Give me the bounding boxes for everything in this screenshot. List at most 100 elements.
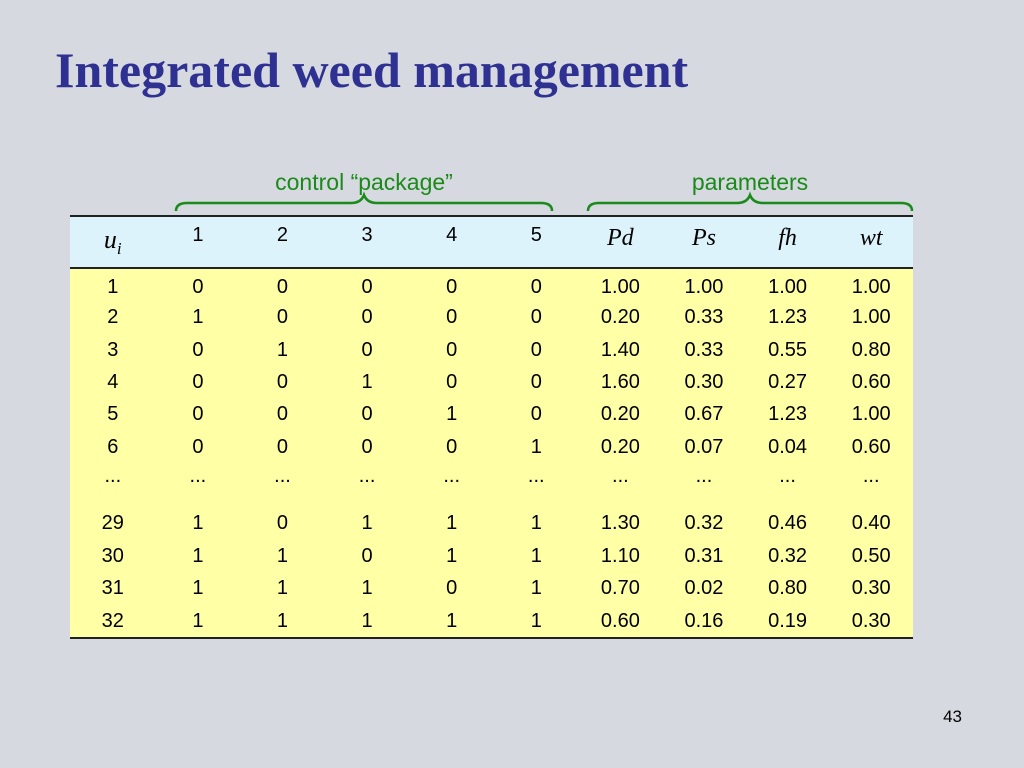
table-row: 1 0 0 0 0 0 1.00 1.00 1.00 1.00: [70, 268, 913, 301]
row-index-cell: ...: [104, 464, 122, 487]
row-index-cell: 32: [70, 604, 156, 640]
package-value-cell: 0: [276, 370, 289, 393]
header-package-column: 3: [324, 215, 410, 269]
package-value-cell: 0: [446, 306, 458, 329]
parameter-value-cell: 1.60: [600, 370, 640, 393]
index-symbol: u: [103, 225, 117, 254]
row-index-cell: 4: [107, 370, 119, 393]
parameter-value-cell: 0.27: [768, 370, 808, 393]
package-value-cell: ...: [358, 464, 376, 487]
package-value-cell: 0: [276, 512, 289, 535]
package-value-cell: 1: [530, 544, 542, 567]
parameter-value-cell: 0.46: [768, 512, 808, 535]
parameter-value-cell: 0.60: [851, 435, 891, 458]
package-value-cell: 0: [446, 276, 458, 298]
table-row: 31 1 1 1 0 1 0.70 0.02 0.80 0.30: [70, 571, 913, 605]
parameter-value-cell: 0.19: [745, 604, 830, 640]
header-row: ui 1 2 3 4 5 Pd Ps fh wt: [70, 215, 913, 269]
package-value-cell: 1: [361, 370, 373, 393]
parameter-value-cell: 0.04: [768, 435, 808, 458]
row-index-cell: 29: [101, 512, 124, 535]
parameter-value-cell: 1.23: [768, 306, 808, 329]
package-value-cell: 0: [446, 370, 458, 393]
package-value-cell: 1: [324, 604, 410, 640]
package-value-cell: 1: [530, 576, 542, 599]
table-row: 5 0 0 0 1 0 0.20 0.67 1.23 1.00: [70, 398, 913, 431]
header-package-column: 1: [155, 215, 241, 269]
package-value-cell: 0: [192, 276, 204, 298]
table-row: 2 1 0 0 0 0 0.20 0.33 1.23 1.00: [70, 301, 913, 334]
package-value-cell: 1: [276, 544, 289, 567]
package-value-cell: 1: [446, 512, 458, 535]
parameter-value-cell: 1.40: [600, 338, 640, 361]
package-value-cell: ...: [443, 464, 460, 487]
parameter-value-cell: 0.07: [684, 435, 724, 458]
row-index-cell: 5: [107, 403, 119, 426]
table-header: ui 1 2 3 4 5 Pd Ps fh wt: [70, 215, 913, 269]
package-value-cell: 1: [361, 576, 373, 599]
parameter-value-cell: 0.20: [600, 306, 640, 329]
package-value-cell: 0: [530, 370, 542, 393]
parameter-value-cell: 1.23: [768, 403, 808, 426]
parameter-value-cell: 0.16: [662, 604, 746, 640]
parameter-value-cell: 0.80: [851, 338, 891, 361]
package-value-cell: 1: [446, 544, 458, 567]
package-value-cell: 0: [276, 435, 289, 458]
package-value-cell: 1: [192, 512, 204, 535]
header-package-column: 2: [240, 215, 325, 269]
package-value-cell: 0: [530, 403, 542, 426]
parameter-value-cell: 1.00: [851, 403, 891, 426]
row-index-cell: 31: [101, 576, 124, 599]
parameter-value-cell: 0.02: [684, 576, 724, 599]
header-index-cell: ui: [70, 215, 156, 269]
package-value-cell: 0: [446, 338, 458, 361]
package-value-cell: 1: [361, 512, 373, 535]
row-index-cell: 3: [107, 338, 119, 361]
header-parameter-column: Ps: [662, 215, 746, 269]
package-parameter-table: ui 1 2 3 4 5 Pd Ps fh wt 1 0 0 0 0 0 1.00 1.00 1…: [70, 215, 913, 640]
parameter-value-cell: 0.30: [684, 370, 724, 393]
package-value-cell: 1: [276, 338, 289, 361]
row-index-cell: 6: [107, 435, 119, 458]
row-index-cell: 30: [101, 544, 124, 567]
package-value-cell: 0: [276, 276, 289, 298]
parameter-value-cell: ...: [862, 464, 880, 487]
header-parameter-column: fh: [745, 215, 830, 269]
parameter-value-cell: 1.30: [600, 512, 640, 535]
package-value-cell: 0: [530, 306, 542, 329]
package-value-cell: ...: [274, 464, 291, 487]
package-value-cell: 1: [446, 403, 458, 426]
parameter-value-cell: 0.33: [684, 338, 724, 361]
package-value-cell: 1: [409, 604, 494, 640]
header-parameter-column: Pd: [578, 215, 663, 269]
parameter-value-cell: 0.80: [768, 576, 808, 599]
parameter-value-cell: 0.20: [600, 403, 640, 426]
parameter-value-cell: 1.00: [768, 276, 808, 298]
package-value-cell: ...: [189, 464, 207, 487]
package-value-cell: 1: [493, 604, 579, 640]
package-value-cell: 0: [361, 435, 373, 458]
package-value-cell: 0: [361, 276, 373, 298]
table-row: 29 1 0 1 1 1 1.30 0.32 0.46 0.40: [70, 506, 913, 540]
parameter-value-cell: 1.00: [600, 276, 640, 298]
index-subscript: i: [116, 239, 122, 258]
package-value-cell: 1: [276, 576, 289, 599]
package-value-cell: 0: [192, 403, 204, 426]
parameter-value-cell: 0.40: [851, 512, 891, 535]
header-package-column: 5: [493, 215, 579, 269]
parameter-value-cell: 0.31: [684, 544, 724, 567]
control-package-brace: [174, 191, 554, 212]
package-value-cell: 0: [361, 306, 373, 329]
parameter-value-cell: 0.20: [600, 435, 640, 458]
parameter-value-cell: ...: [695, 464, 713, 487]
page-number: 43: [943, 707, 962, 726]
package-value-cell: 1: [240, 604, 325, 640]
package-parameter-table-container: ui 1 2 3 4 5 Pd Ps fh wt 1 0 0 0 0 0 1.00 1.00 1…: [70, 215, 913, 640]
table-row: 6 0 0 0 0 1 0.20 0.07 0.04 0.60: [70, 430, 913, 463]
parameter-value-cell: 0.60: [578, 604, 663, 640]
package-value-cell: 0: [361, 403, 373, 426]
package-value-cell: 1: [155, 604, 241, 640]
parameter-value-cell: 0.30: [829, 604, 913, 640]
parameter-value-cell: 0.33: [684, 306, 724, 329]
